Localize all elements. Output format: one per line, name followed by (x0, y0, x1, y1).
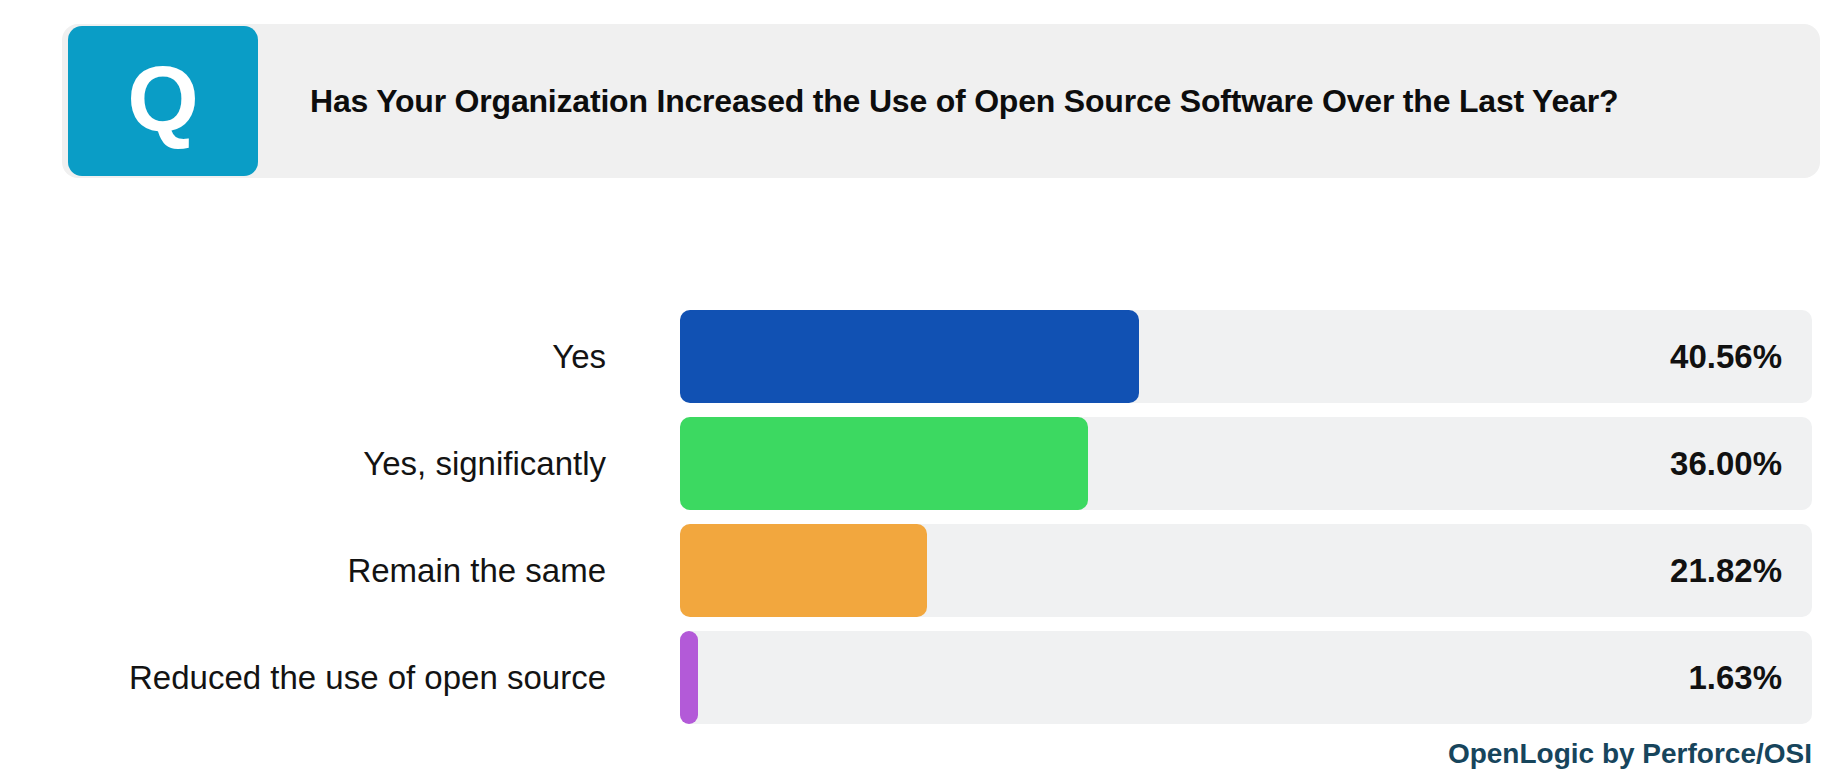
bar-chart: Yes 40.56% Yes, significantly 36.00% Rem… (0, 310, 1846, 738)
bar-fill (680, 631, 698, 724)
bar-value-label: 40.56% (1670, 310, 1782, 403)
bar-track: 40.56% (680, 310, 1812, 403)
bar-category-label: Yes (0, 310, 680, 403)
bar-fill (680, 310, 1139, 403)
source-attribution: OpenLogic by Perforce/OSI (1448, 738, 1812, 770)
question-header: Q Has Your Organization Increased the Us… (62, 24, 1820, 178)
infographic-canvas: Q Has Your Organization Increased the Us… (0, 0, 1846, 784)
bar-row: Yes 40.56% (0, 310, 1846, 403)
bar-track: 36.00% (680, 417, 1812, 510)
bar-value-label: 36.00% (1670, 417, 1782, 510)
bar-category-label: Reduced the use of open source (0, 631, 680, 724)
question-icon: Q (68, 26, 258, 176)
bar-row: Reduced the use of open source 1.63% (0, 631, 1846, 724)
bar-row: Yes, significantly 36.00% (0, 417, 1846, 510)
bar-category-label: Remain the same (0, 524, 680, 617)
bar-track: 1.63% (680, 631, 1812, 724)
bar-track: 21.82% (680, 524, 1812, 617)
bar-value-label: 1.63% (1688, 631, 1782, 724)
bar-fill (680, 417, 1088, 510)
question-icon-letter: Q (127, 53, 199, 145)
bar-row: Remain the same 21.82% (0, 524, 1846, 617)
bar-fill (680, 524, 927, 617)
chart-title: Has Your Organization Increased the Use … (62, 83, 1618, 120)
bar-value-label: 21.82% (1670, 524, 1782, 617)
bar-category-label: Yes, significantly (0, 417, 680, 510)
